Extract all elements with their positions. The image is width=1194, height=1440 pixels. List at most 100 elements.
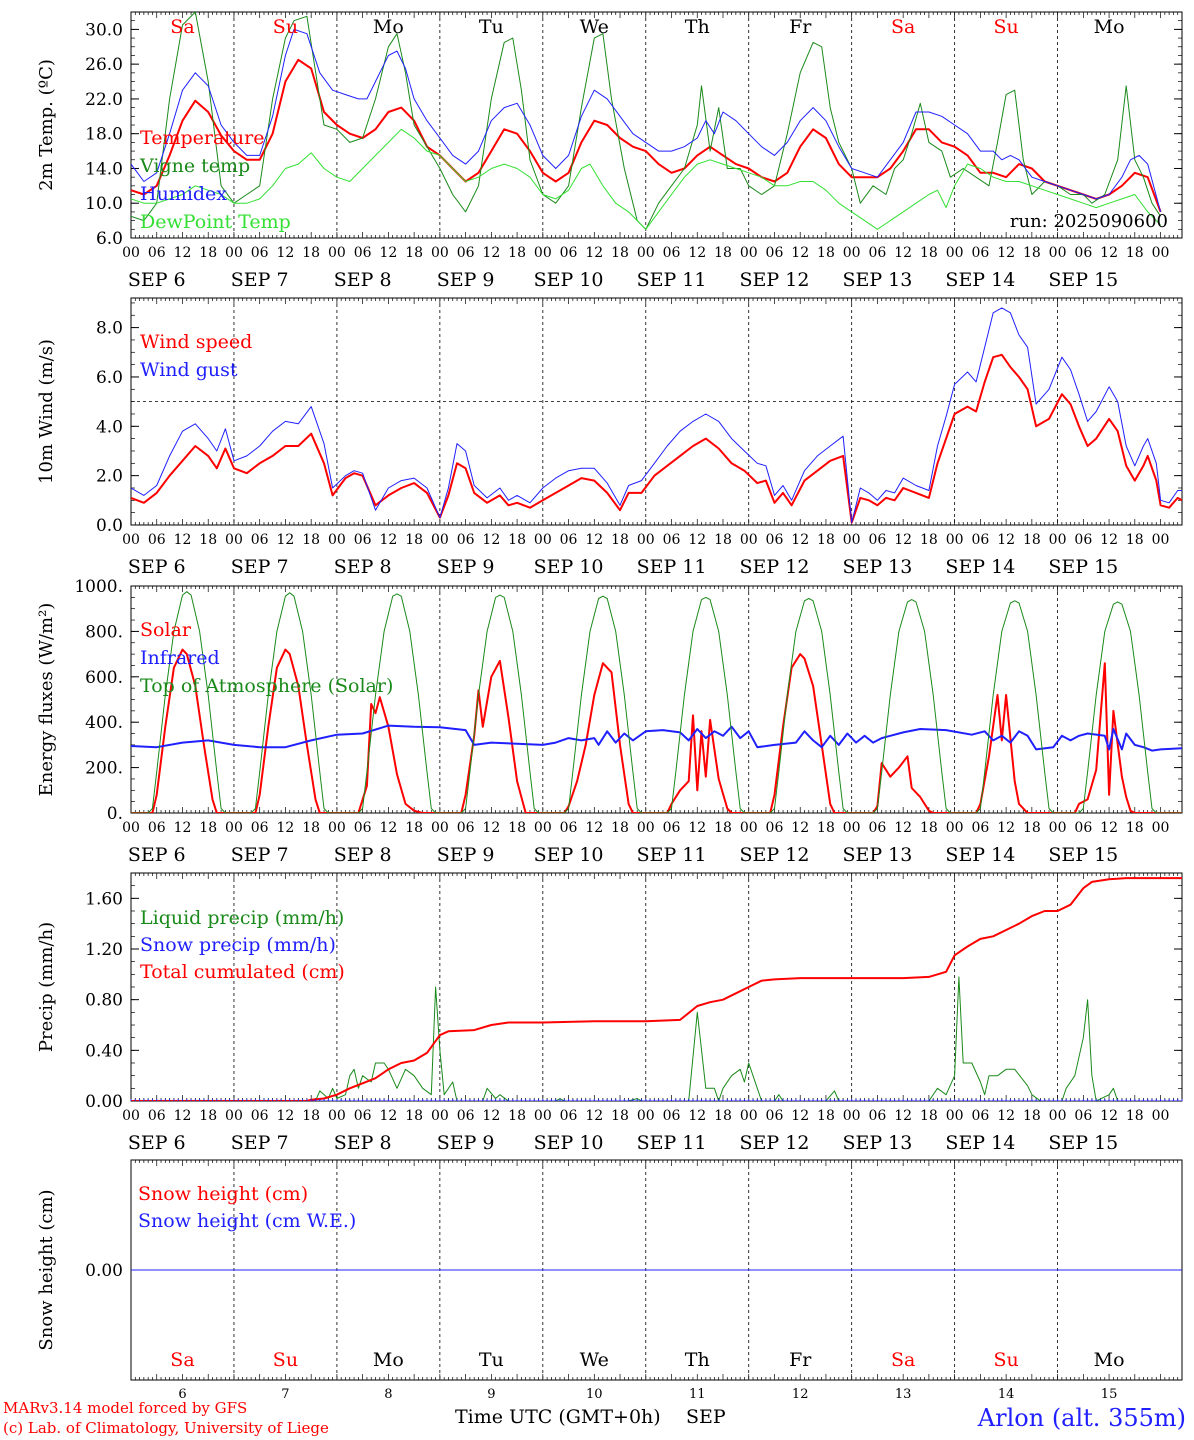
dow-label-bottom: Mo xyxy=(373,1349,404,1371)
y-tick-label: 600. xyxy=(85,668,123,688)
panel-4: 0.00 0.40 0.80 1.20 1.60 Precip (mm/h) Liquid … xyxy=(36,872,1183,1154)
hour-label: 06 xyxy=(766,245,784,261)
y-tick-label: 14.0 xyxy=(85,159,123,179)
day-number: 10 xyxy=(586,1387,603,1402)
hour-label: 00 xyxy=(946,245,964,261)
hour-label: 18 xyxy=(199,532,217,548)
hour-label: 00 xyxy=(534,532,552,548)
hour-label: 00 xyxy=(1152,532,1170,548)
hour-label: 12 xyxy=(1100,245,1118,261)
hour-label: 00 xyxy=(328,245,346,261)
series-line-1 xyxy=(131,353,1182,524)
hour-label: 00 xyxy=(122,820,140,836)
hour-label: 12 xyxy=(482,532,500,548)
series-line-3 xyxy=(131,28,1162,213)
hour-label: 18 xyxy=(405,820,423,836)
hour-label: 18 xyxy=(817,532,835,548)
hour-label: 00 xyxy=(122,245,140,261)
date-label: SEP 14 xyxy=(945,269,1015,291)
series-line-2 xyxy=(131,12,1162,230)
hour-label: 00 xyxy=(740,820,758,836)
hour-label: 06 xyxy=(457,820,475,836)
hour-label: 06 xyxy=(971,820,989,836)
hour-label: 00 xyxy=(843,820,861,836)
hour-label: 12 xyxy=(174,532,192,548)
date-label: SEP 7 xyxy=(231,844,289,866)
hour-label: 12 xyxy=(379,532,397,548)
day-number: 15 xyxy=(1101,1387,1118,1402)
hour-label: 00 xyxy=(637,1108,655,1124)
hour-label: 18 xyxy=(1023,245,1041,261)
hour-label: 18 xyxy=(405,1108,423,1124)
hour-label: 18 xyxy=(1023,1108,1041,1124)
hour-label: 00 xyxy=(225,245,243,261)
hour-label: 18 xyxy=(302,1108,320,1124)
model-credit: MARv3.14 model forced by GFS xyxy=(3,1399,248,1417)
y-tick-label: 26.0 xyxy=(85,55,123,75)
hour-label: 12 xyxy=(791,245,809,261)
hour-label: 00 xyxy=(740,532,758,548)
hour-label: 00 xyxy=(534,1108,552,1124)
series-line-3 xyxy=(131,877,1182,1101)
series-line-2 xyxy=(131,724,1182,752)
hour-label: 12 xyxy=(791,532,809,548)
hour-label: 00 xyxy=(328,532,346,548)
date-label: SEP 11 xyxy=(637,556,707,578)
day-number: 12 xyxy=(792,1387,809,1402)
date-label: SEP 6 xyxy=(128,1132,186,1154)
hour-label: 12 xyxy=(1100,820,1118,836)
day-number: 11 xyxy=(689,1387,706,1402)
legend-entry: Wind gust xyxy=(140,359,238,381)
hour-label: 18 xyxy=(714,1108,732,1124)
hour-label: 12 xyxy=(482,1108,500,1124)
date-label: SEP 15 xyxy=(1048,556,1118,578)
hour-label: 00 xyxy=(534,820,552,836)
hour-label: 06 xyxy=(1074,245,1092,261)
hour-label: 00 xyxy=(1152,245,1170,261)
hour-label: 18 xyxy=(302,532,320,548)
hour-label: 06 xyxy=(766,820,784,836)
hour-label: 18 xyxy=(920,1108,938,1124)
y-tick-label: 0.0 xyxy=(96,516,123,536)
panel-5: 0.00 Snow height (cm) Snow height (cm) Snow… xyxy=(36,1159,1183,1381)
hour-label: 12 xyxy=(791,1108,809,1124)
hour-label: 00 xyxy=(328,1108,346,1124)
hour-label: 12 xyxy=(1100,532,1118,548)
hour-label: 00 xyxy=(843,245,861,261)
dow-label-top: Mo xyxy=(1094,16,1125,38)
dow-label-top: Th xyxy=(685,16,710,38)
date-label: SEP 10 xyxy=(534,269,604,291)
day-number: 9 xyxy=(487,1387,495,1402)
dow-label-top: Sa xyxy=(891,16,915,38)
hour-label: 18 xyxy=(714,245,732,261)
legend-entry: Infrared xyxy=(140,647,220,669)
date-label: SEP 14 xyxy=(945,844,1015,866)
y-tick-label: 8.0 xyxy=(96,319,123,339)
hour-label: 12 xyxy=(277,532,295,548)
hour-label: 06 xyxy=(1074,532,1092,548)
hour-label: 18 xyxy=(817,1108,835,1124)
hour-label: 12 xyxy=(688,245,706,261)
dow-label-top: Tu xyxy=(479,16,504,38)
hour-label: 18 xyxy=(302,245,320,261)
hour-label: 00 xyxy=(431,1108,449,1124)
hour-label: 00 xyxy=(431,820,449,836)
hour-label: 00 xyxy=(225,532,243,548)
legend-entry: Solar xyxy=(140,619,192,641)
hour-label: 00 xyxy=(534,245,552,261)
hour-label: 12 xyxy=(997,532,1015,548)
dow-label-bottom: Mo xyxy=(1094,1349,1125,1371)
hour-label: 12 xyxy=(997,820,1015,836)
series-line-1 xyxy=(131,648,1182,813)
date-label: SEP 15 xyxy=(1048,269,1118,291)
hour-label: 06 xyxy=(148,532,166,548)
hour-label: 06 xyxy=(354,820,372,836)
date-label: SEP 13 xyxy=(842,556,912,578)
y-tick-label: 10.0 xyxy=(85,194,123,214)
hour-label: 06 xyxy=(663,532,681,548)
hour-label: 00 xyxy=(740,1108,758,1124)
dow-label-bottom: Fr xyxy=(789,1349,812,1371)
hour-label: 18 xyxy=(817,820,835,836)
legend-entry: Snow height (cm) xyxy=(138,1183,308,1205)
hour-label: 18 xyxy=(1126,532,1144,548)
